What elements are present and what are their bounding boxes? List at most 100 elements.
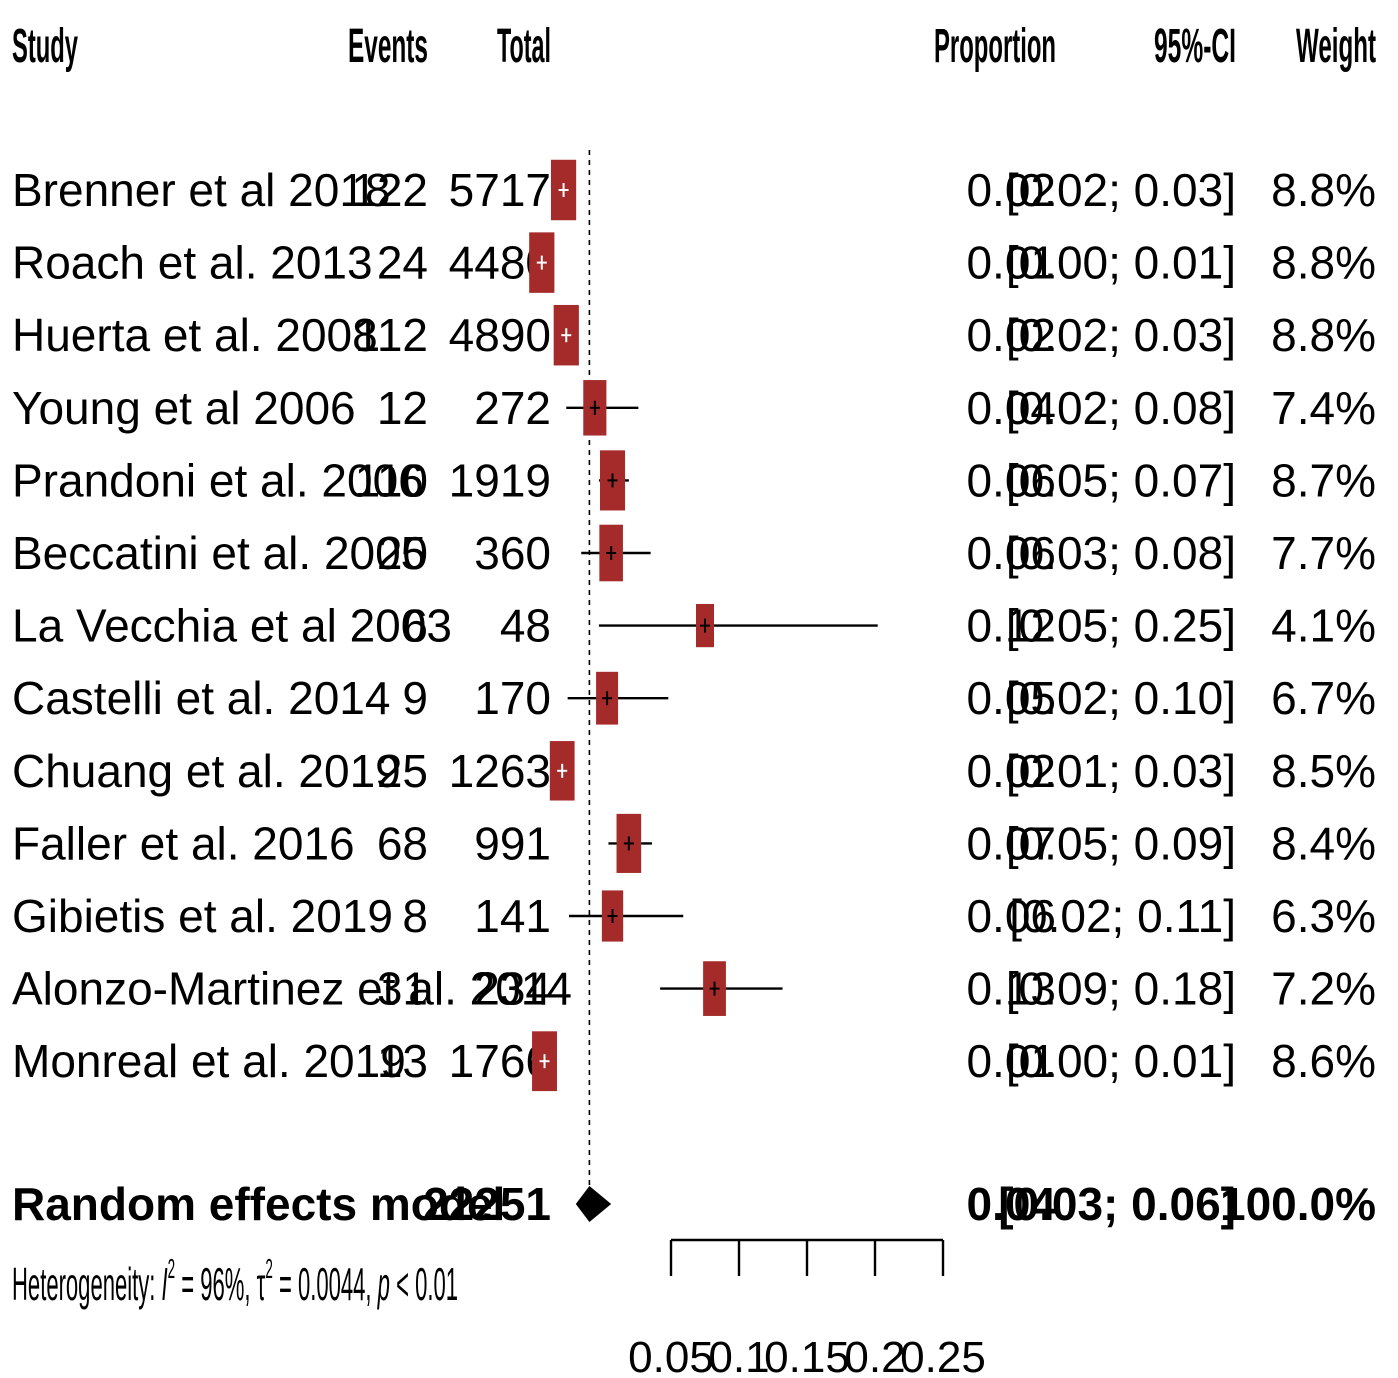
study-label: Roach et al. 2013 bbox=[12, 237, 373, 289]
pooled-diamond bbox=[575, 1186, 612, 1222]
total-cell: 5717 bbox=[449, 164, 551, 216]
proportion-cell: 0.05 bbox=[966, 672, 1056, 724]
weight-cell: 7.4% bbox=[1271, 382, 1376, 434]
total-cell: 170 bbox=[474, 672, 551, 724]
weight-cell: 8.8% bbox=[1271, 309, 1376, 361]
ci-cell: [0.05; 0.07] bbox=[1006, 454, 1236, 506]
proportion-cell: 0.02 bbox=[966, 164, 1056, 216]
pooled-label: Random effects model bbox=[12, 1178, 505, 1230]
header-study: Study bbox=[12, 20, 78, 73]
events-cell: 68 bbox=[377, 817, 428, 869]
pooled-total: 22251 bbox=[423, 1178, 551, 1230]
pooled-ci: [0.03; 0.06] bbox=[998, 1178, 1236, 1230]
plot-marks bbox=[529, 150, 878, 1190]
events-cell: 9 bbox=[402, 672, 428, 724]
weight-cell: 8.4% bbox=[1271, 817, 1376, 869]
ci-cell: [0.02; 0.08] bbox=[1006, 382, 1236, 434]
weight-cell: 7.7% bbox=[1271, 527, 1376, 579]
ci-cell: [0.00; 0.01] bbox=[1006, 1035, 1236, 1087]
column-headers: Study Events Total Proportion 95%-CI Wei… bbox=[12, 20, 1376, 73]
weight-cell: 8.7% bbox=[1271, 454, 1376, 506]
proportion-cell: 0.06 bbox=[966, 890, 1056, 942]
weight-cell: 8.5% bbox=[1271, 745, 1376, 797]
proportion-cell: 0.04 bbox=[966, 382, 1056, 434]
header-events: Events bbox=[348, 20, 428, 73]
ci-cell: [0.05; 0.25] bbox=[1006, 600, 1236, 652]
events-cell: 12 bbox=[377, 382, 428, 434]
total-cell: 48 bbox=[500, 600, 551, 652]
tick-label: 0.2 bbox=[844, 1333, 905, 1378]
tick-label: 0.1 bbox=[708, 1333, 769, 1378]
header-proportion: Proportion bbox=[934, 20, 1056, 73]
heterogeneity-text: Heterogeneity: I2 = 96%, τ2 = 0.0044, p … bbox=[12, 1253, 458, 1310]
ci-cell: [0.03; 0.08] bbox=[1006, 527, 1236, 579]
events-cell: 110 bbox=[355, 454, 428, 506]
header-ci: 95%-CI bbox=[1154, 20, 1236, 73]
events-cell: 25 bbox=[377, 745, 428, 797]
ci-cell: [0.02; 0.10] bbox=[1006, 672, 1236, 724]
events-cell: 24 bbox=[377, 237, 428, 289]
events-cell: 13 bbox=[377, 1035, 428, 1087]
study-label: Chuang et al. 2019 bbox=[12, 745, 401, 797]
weight-cell: 6.3% bbox=[1271, 890, 1376, 942]
tick-label: 0.05 bbox=[628, 1333, 714, 1378]
x-axis: 0.050.10.150.20.25 bbox=[628, 1238, 986, 1378]
total-cell: 1919 bbox=[449, 454, 551, 506]
study-label: Beccatini et al. 2005 bbox=[12, 527, 426, 579]
ci-cell: [0.02; 0.03] bbox=[1006, 309, 1236, 361]
study-label: Prandoni et al. 2006 bbox=[12, 454, 424, 506]
total-cell: 991 bbox=[474, 817, 551, 869]
study-label: Huerta et al. 2008 bbox=[12, 309, 378, 361]
weight-cell: 8.8% bbox=[1271, 237, 1376, 289]
ci-cell: [0.02; 0.03] bbox=[1006, 164, 1236, 216]
study-label: La Vecchia et al 2003 bbox=[12, 600, 452, 652]
weight-cell: 6.7% bbox=[1271, 672, 1376, 724]
events-cell: 112 bbox=[355, 309, 428, 361]
ci-cell: [0.01; 0.03] bbox=[1006, 745, 1236, 797]
study-label: Castelli et al. 2014 bbox=[12, 672, 390, 724]
total-cell: 141 bbox=[474, 890, 551, 942]
weight-cell: 4.1% bbox=[1271, 600, 1376, 652]
study-label: Monreal et al. 2019 bbox=[12, 1035, 406, 1087]
proportion-cell: 0.01 bbox=[966, 237, 1056, 289]
tick-label: 0.25 bbox=[900, 1333, 986, 1378]
study-label: Faller et al. 2016 bbox=[12, 817, 355, 869]
events-cell: 31 bbox=[377, 963, 428, 1015]
ci-cell: [0.05; 0.09] bbox=[1006, 817, 1236, 869]
proportion-cell: 0.06 bbox=[966, 527, 1056, 579]
proportion-cell: 0.01 bbox=[966, 1035, 1056, 1087]
study-label: Young et al 2006 bbox=[12, 382, 356, 434]
proportion-cell: 0.02 bbox=[966, 745, 1056, 797]
study-label: Alonzo-Martinez et al. 2014 bbox=[12, 963, 572, 1015]
study-label: Brenner et al 2018 bbox=[12, 164, 391, 216]
events-cell: 20 bbox=[377, 527, 428, 579]
ci-cell: [0.09; 0.18] bbox=[1006, 963, 1236, 1015]
study-label: Gibietis et al. 2019 bbox=[12, 890, 393, 942]
ci-cell: [0.02; 0.11] bbox=[1009, 890, 1236, 942]
total-cell: 1263 bbox=[449, 745, 551, 797]
total-cell: 234 bbox=[474, 963, 551, 1015]
proportion-cell: 0.06 bbox=[966, 454, 1056, 506]
proportion-cell: 0.02 bbox=[966, 309, 1056, 361]
weight-cell: 8.6% bbox=[1271, 1035, 1376, 1087]
events-cell: 8 bbox=[402, 890, 428, 942]
weight-cell: 7.2% bbox=[1271, 963, 1376, 1015]
header-weight: Weight bbox=[1296, 20, 1376, 73]
events-cell: 122 bbox=[351, 164, 428, 216]
total-cell: 4890 bbox=[449, 309, 551, 361]
events-cell: 6 bbox=[402, 600, 428, 652]
total-cell: 272 bbox=[474, 382, 551, 434]
proportion-cell: 0.13 bbox=[966, 963, 1056, 1015]
weight-cell: 8.8% bbox=[1271, 164, 1376, 216]
proportion-cell: 0.12 bbox=[966, 600, 1056, 652]
pooled-proportion: 0.04 bbox=[966, 1178, 1056, 1230]
pooled-weight: 100.0% bbox=[1220, 1178, 1376, 1230]
ci-cell: [0.00; 0.01] bbox=[1006, 237, 1236, 289]
header-total: Total bbox=[497, 20, 551, 73]
tick-label: 0.15 bbox=[764, 1333, 850, 1378]
proportion-cell: 0.07 bbox=[966, 817, 1056, 869]
total-cell: 360 bbox=[474, 527, 551, 579]
